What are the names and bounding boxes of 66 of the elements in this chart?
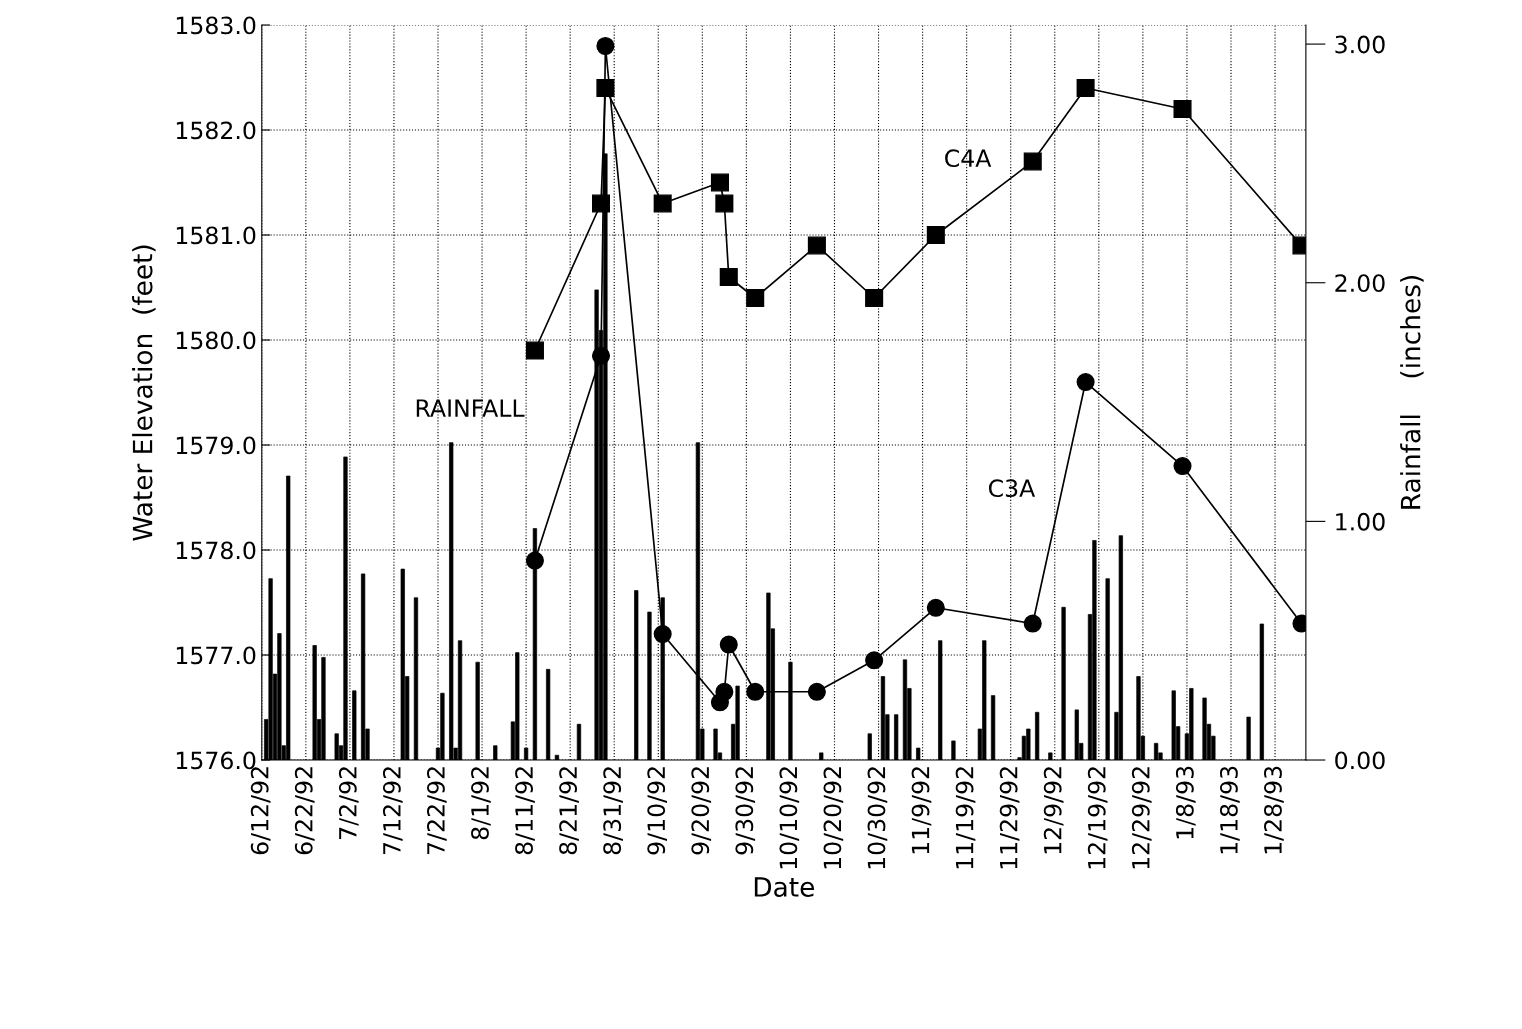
point [865, 288, 884, 308]
point [1173, 99, 1192, 119]
x-tick-label: 12/19/92 [1087, 767, 1108, 869]
x-tick-label: 1/28/93 [1264, 766, 1284, 854]
series-label: RAINFALL [416, 399, 525, 417]
x-tick-label: 11/9/92 [911, 767, 932, 854]
y-axis-title: Water Elevation (feet) [132, 245, 156, 541]
x-tick-label: 9/20/92 [691, 767, 712, 855]
x-tick-label: 9/10/92 [647, 767, 667, 855]
point [525, 341, 544, 360]
point [591, 194, 611, 213]
point [719, 267, 738, 287]
y2-tick-label: 0.00 [1335, 751, 1385, 770]
x-tick-label: 11/19/92 [955, 767, 976, 869]
point [926, 225, 945, 245]
point [746, 288, 765, 308]
point [807, 236, 826, 255]
point [715, 682, 734, 701]
point [1076, 372, 1095, 392]
point [1023, 614, 1042, 633]
point [807, 682, 826, 701]
x-tick-label: 12/29/92 [1131, 767, 1152, 869]
point [710, 173, 729, 192]
x-tick-label: 10/10/92 [779, 767, 800, 869]
x-tick-label: 10/20/92 [823, 767, 844, 869]
x-tick-label: 8/31/92 [603, 767, 623, 855]
y2-axis-title: Rainfall (inches) [1400, 276, 1424, 509]
x-tick-label: 7/22/92 [426, 767, 447, 854]
series-label: C4A [945, 149, 992, 168]
y2-tick-label: 2.00 [1335, 274, 1385, 293]
point [1173, 456, 1192, 476]
point [525, 551, 544, 570]
point [719, 635, 738, 654]
point [715, 194, 734, 213]
point [653, 194, 672, 213]
y-tick-label: 1578.0 [176, 541, 256, 560]
x-tick-label: 1/8/93 [1175, 766, 1196, 839]
point [865, 651, 884, 670]
y-tick-label: 1581.0 [176, 226, 256, 245]
y-tick-label: 1579.0 [176, 436, 256, 455]
y-tick-label: 1582.0 [176, 121, 256, 140]
point [1076, 78, 1095, 98]
y2-tick-label: 3.00 [1335, 35, 1385, 54]
y-tick-label: 1577.0 [176, 646, 256, 665]
x-tick-label: 12/9/92 [1043, 767, 1064, 854]
point [746, 682, 765, 701]
y-tick-label: 1580.0 [176, 331, 256, 350]
point [653, 624, 672, 644]
series-label: C3A [988, 479, 1036, 498]
x-tick-label: 11/29/92 [999, 767, 1020, 869]
point [1023, 152, 1042, 171]
x-tick-label: 7/2/92 [338, 767, 359, 839]
x-tick-label: 8/21/92 [559, 767, 579, 855]
point [596, 36, 615, 56]
y2-tick-label: 1.00 [1336, 512, 1385, 531]
x-tick-label: 7/12/92 [382, 767, 403, 854]
y-tick-label: 1583.0 [176, 16, 256, 35]
x-tick-label: 6/22/92 [294, 767, 315, 855]
x-tick-label: 8/1/92 [471, 767, 491, 840]
x-tick-label: 1/18/93 [1219, 766, 1240, 854]
point [591, 346, 611, 365]
x-axis-title: Date [754, 877, 814, 897]
x-tick-label: 10/30/92 [867, 767, 888, 869]
point [926, 598, 945, 617]
x-tick-label: 8/11/92 [515, 767, 535, 855]
x-tick-label: 9/30/92 [735, 767, 756, 855]
